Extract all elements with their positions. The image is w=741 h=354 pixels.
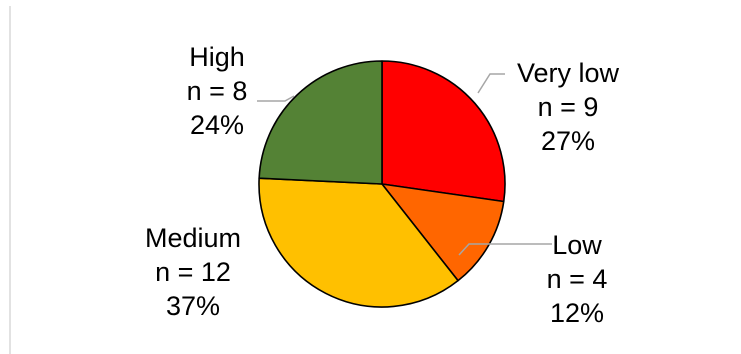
slice-percent-label-low: 12% [550,298,604,328]
slice-count-label-high: n = 8 [187,76,248,106]
pie-slice-very-low [381,60,506,203]
pie-slice-low [381,183,505,282]
slice-count-label-low: n = 4 [547,264,608,294]
leader-lines [257,73,552,256]
pie-slices [258,60,506,308]
slice-category-label-medium: Medium [145,223,241,253]
slice-count-label-medium: n = 12 [155,257,231,287]
slice-percent-label-medium: 37% [166,291,220,321]
slice-category-label-high: High [189,42,245,72]
leader-line-low [458,243,552,256]
slice-count-label-very-low: n = 9 [538,92,599,122]
slice-category-label-very-low: Very low [517,58,620,88]
slice-percent-label-very-low: 27% [541,126,595,156]
slice-category-label-low: Low [552,230,602,260]
leader-line-high [257,95,295,102]
leader-line-very-low [477,73,505,94]
pie-slice-high [258,60,383,185]
data-labels: Very low n = 9 27% Low n = 4 12% Medium n = 12 3… [145,42,620,328]
slice-percent-label-high: 24% [190,110,244,140]
pie-slice-medium [258,177,459,308]
